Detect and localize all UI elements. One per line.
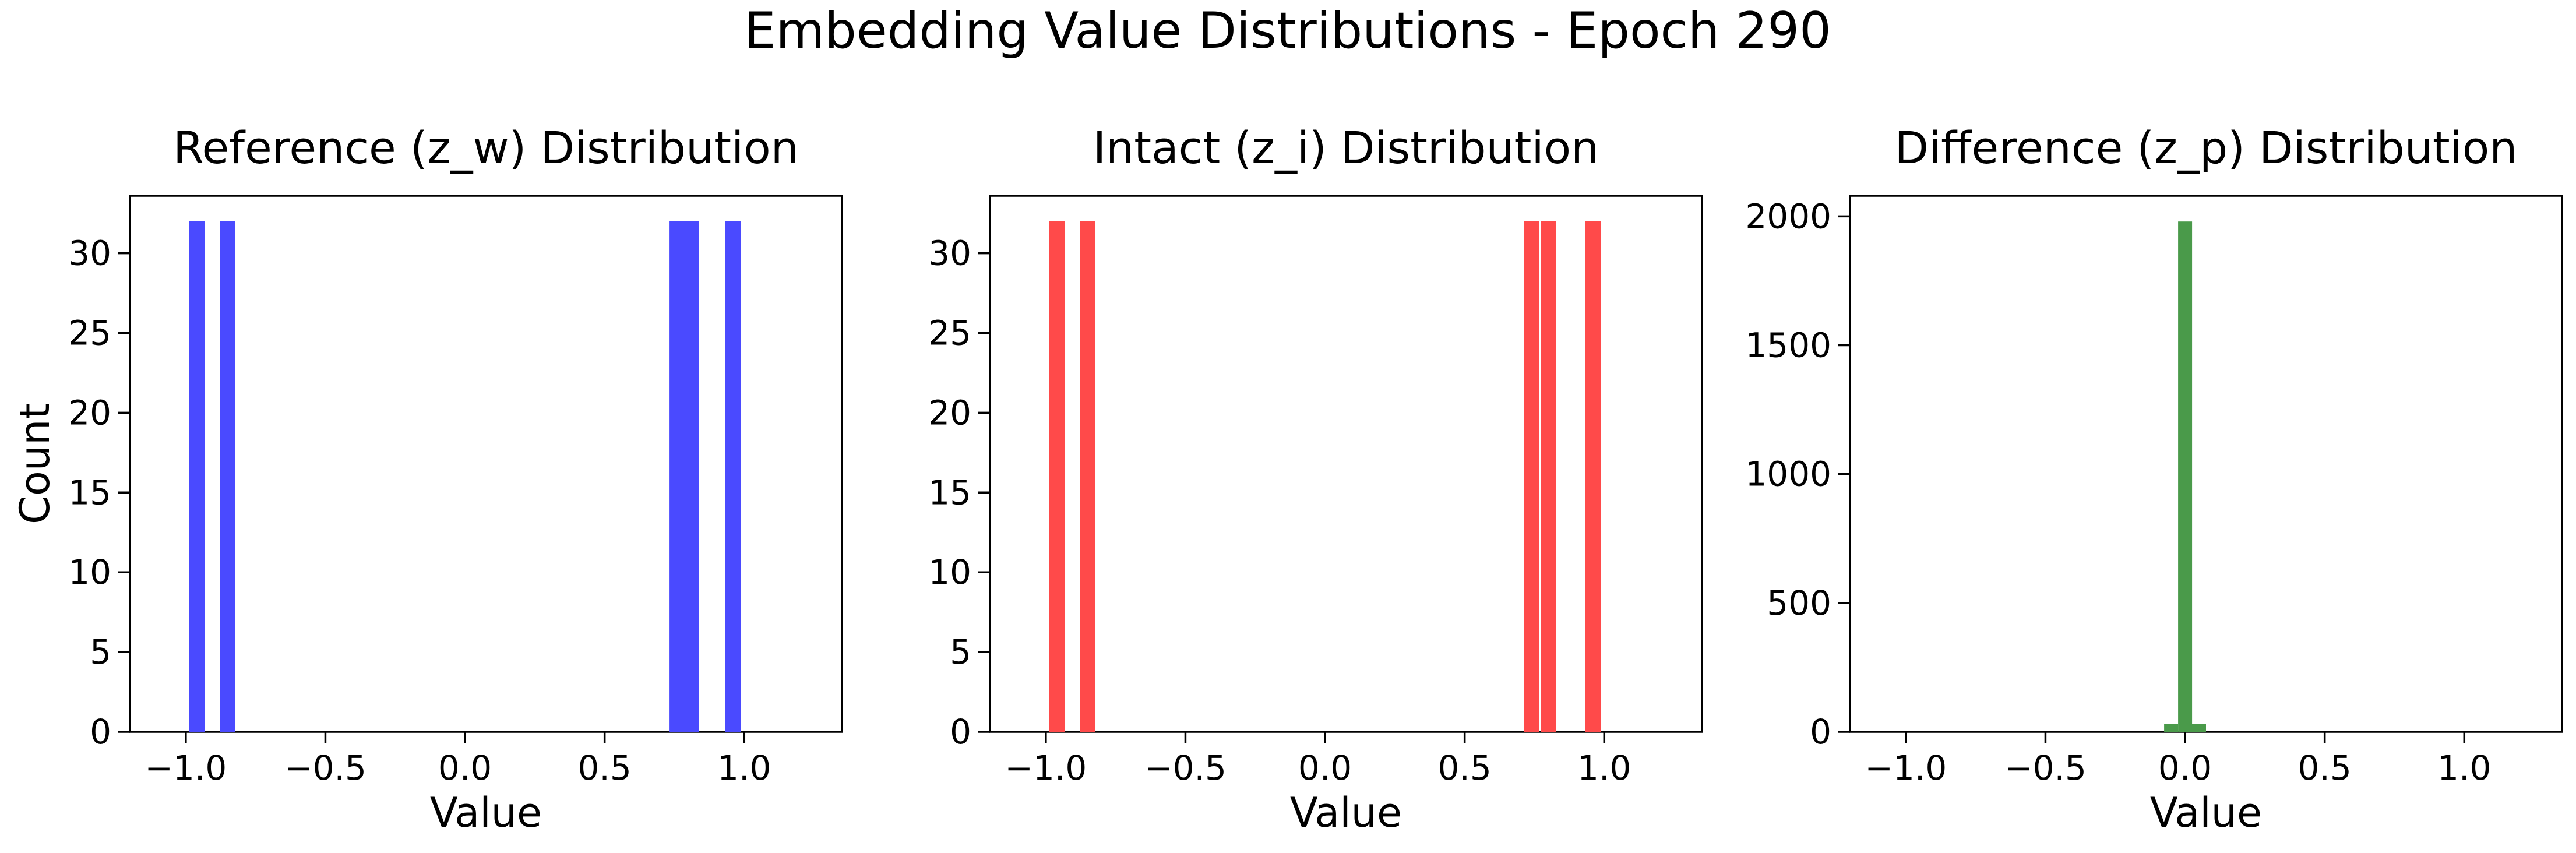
y-tick-label: 0: [90, 712, 111, 752]
y-tick-label: 25: [68, 313, 111, 353]
y-tick-label: 500: [1767, 583, 1831, 623]
bar-3: [1541, 221, 1556, 732]
bar-0: [2164, 724, 2179, 732]
y-tick-label: 30: [928, 234, 971, 273]
y-tick-label: 15: [68, 473, 111, 512]
panel-title: Difference (z_p) Distribution: [1895, 122, 2518, 174]
x-tick-label: 0.0: [438, 748, 492, 788]
x-axis-ticks: −1.0 −0.5 0.0 0.5 1.0: [145, 732, 771, 788]
panel-title: Reference (z_w) Distribution: [173, 122, 799, 174]
histogram-bars: [2164, 221, 2206, 732]
bar-2: [669, 221, 685, 732]
plot-frame: [129, 195, 843, 733]
bar-1: [2178, 221, 2193, 732]
y-tick-label: 20: [68, 393, 111, 432]
x-tick-label: 0.5: [1438, 748, 1492, 788]
y-tick-label: 0: [950, 712, 971, 752]
bar-0: [1049, 221, 1065, 732]
bar-0: [189, 221, 205, 732]
y-tick-label: 5: [950, 632, 971, 672]
bar-4: [1585, 221, 1601, 732]
x-axis-ticks: −1.0 −0.5 0.0 0.5 1.0: [1005, 732, 1631, 788]
bar-2: [1524, 221, 1539, 732]
y-axis-ticks: 0 5 10 15 20 25 30: [68, 234, 130, 752]
y-tick-label: 1000: [1745, 454, 1831, 494]
difference-distribution-panel: Difference (z_p) Distribution −1.0 −0.5 0.…: [1745, 122, 2563, 837]
x-tick-label: 0.0: [2158, 748, 2212, 788]
y-axis-ticks: 0 500 1000 1500 2000: [1745, 196, 1850, 752]
y-tick-label: 2000: [1745, 196, 1831, 236]
y-axis-ticks: 0 5 10 15 20 25 30: [928, 234, 990, 752]
x-tick-label: −1.0: [1865, 748, 1947, 788]
y-axis-label: Count: [11, 403, 59, 524]
x-tick-label: −1.0: [1005, 748, 1087, 788]
histogram-bars: [1049, 221, 1601, 732]
x-tick-label: 1.0: [717, 748, 771, 788]
panel-title: Intact (z_i) Distribution: [1093, 122, 1599, 174]
y-tick-label: 0: [1810, 712, 1831, 752]
bar-1: [220, 221, 235, 732]
x-tick-label: −0.5: [2004, 748, 2087, 788]
bar-1: [1080, 221, 1095, 732]
figure-suptitle: Embedding Value Distributions - Epoch 29…: [744, 2, 1831, 60]
intact-distribution-panel: Intact (z_i) Distribution −1.0 −0.5 0.0 0.5…: [928, 122, 1703, 837]
x-tick-label: 0.5: [578, 748, 632, 788]
y-tick-label: 15: [928, 473, 971, 512]
x-tick-label: 0.5: [2298, 748, 2352, 788]
x-axis-label: Value: [430, 789, 542, 837]
y-tick-label: 20: [928, 393, 971, 432]
x-axis-label: Value: [2150, 789, 2262, 837]
plot-frame: [1849, 195, 2563, 733]
reference-distribution-panel: Reference (z_w) Distribution −1.0 −0.5 0.0…: [11, 122, 843, 837]
x-tick-label: 0.0: [1298, 748, 1352, 788]
y-tick-label: 1500: [1745, 326, 1831, 365]
bar-2: [2192, 724, 2206, 732]
y-tick-label: 10: [928, 552, 971, 592]
x-axis-ticks: −1.0 −0.5 0.0 0.5 1.0: [1865, 732, 2491, 788]
bar-4: [725, 221, 741, 732]
x-tick-label: 1.0: [1577, 748, 1631, 788]
x-tick-label: −0.5: [1144, 748, 1227, 788]
plot-frame: [989, 195, 1703, 733]
x-axis-label: Value: [1290, 789, 1402, 837]
y-tick-label: 10: [68, 552, 111, 592]
y-tick-label: 30: [68, 234, 111, 273]
y-tick-label: 25: [928, 313, 971, 353]
bar-3: [683, 221, 699, 732]
y-tick-label: 5: [90, 632, 111, 672]
x-tick-label: −1.0: [145, 748, 227, 788]
histogram-bars: [189, 221, 741, 732]
x-tick-label: 1.0: [2437, 748, 2491, 788]
x-tick-label: −0.5: [284, 748, 367, 788]
